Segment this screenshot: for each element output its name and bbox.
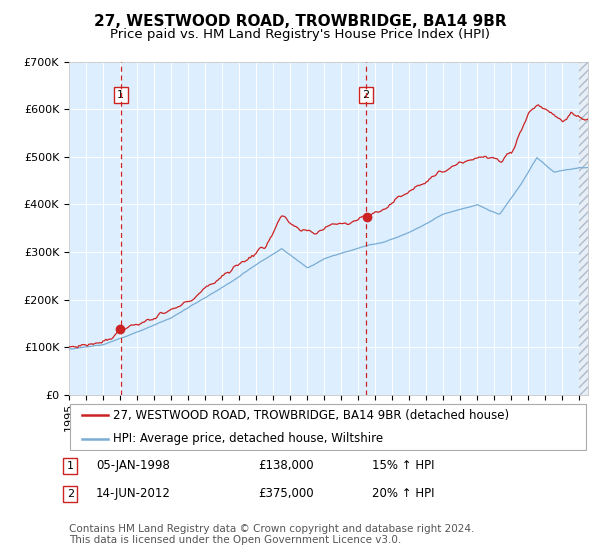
Text: Price paid vs. HM Land Registry's House Price Index (HPI): Price paid vs. HM Land Registry's House …	[110, 28, 490, 41]
Text: 27, WESTWOOD ROAD, TROWBRIDGE, BA14 9BR (detached house): 27, WESTWOOD ROAD, TROWBRIDGE, BA14 9BR …	[113, 409, 509, 422]
Text: 14-JUN-2012: 14-JUN-2012	[96, 487, 171, 501]
Text: 2: 2	[67, 489, 74, 499]
Text: £375,000: £375,000	[258, 487, 314, 501]
Text: 15% ↑ HPI: 15% ↑ HPI	[372, 459, 434, 473]
Text: £138,000: £138,000	[258, 459, 314, 473]
Text: 1: 1	[67, 461, 74, 471]
Text: 2: 2	[362, 90, 370, 100]
Text: 20% ↑ HPI: 20% ↑ HPI	[372, 487, 434, 501]
Text: 05-JAN-1998: 05-JAN-1998	[96, 459, 170, 473]
Bar	[580, 62, 596, 395]
Text: HPI: Average price, detached house, Wiltshire: HPI: Average price, detached house, Wilt…	[113, 432, 383, 445]
Text: 27, WESTWOOD ROAD, TROWBRIDGE, BA14 9BR: 27, WESTWOOD ROAD, TROWBRIDGE, BA14 9BR	[94, 14, 506, 29]
Text: 1: 1	[117, 90, 124, 100]
Text: Contains HM Land Registry data © Crown copyright and database right 2024.
This d: Contains HM Land Registry data © Crown c…	[69, 524, 475, 545]
FancyBboxPatch shape	[70, 404, 586, 450]
